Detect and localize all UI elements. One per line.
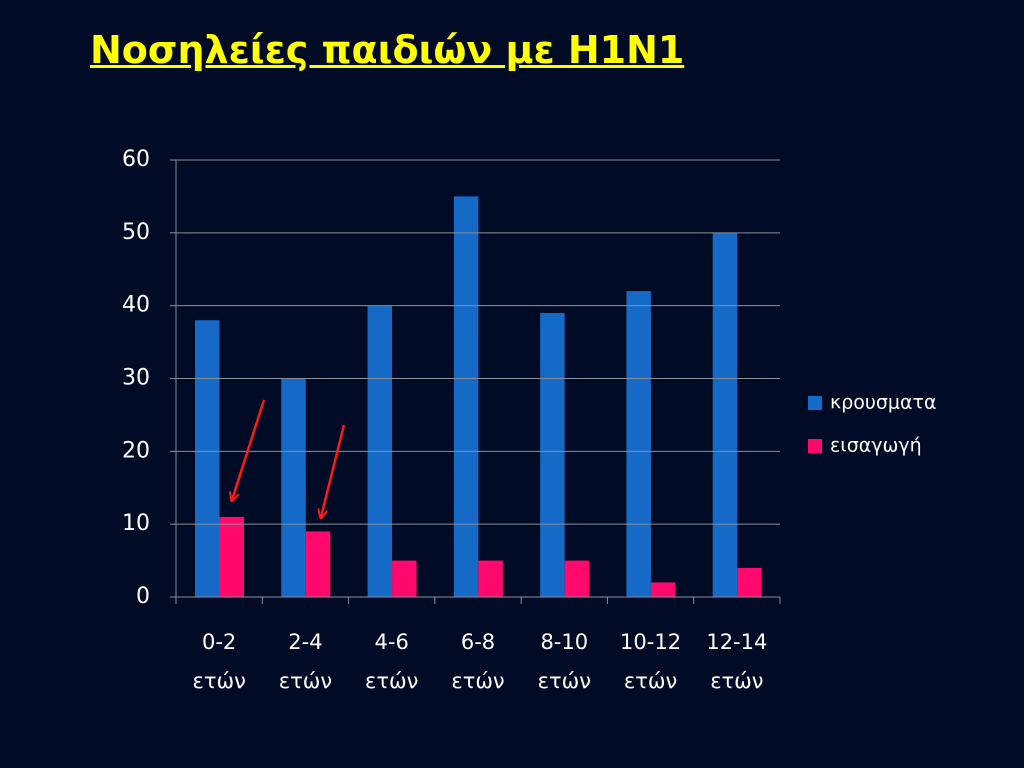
- bar: [564, 560, 590, 597]
- bar: [737, 567, 762, 597]
- arrow: [232, 399, 266, 500]
- bar: [626, 291, 651, 597]
- bar: [195, 320, 220, 597]
- legend-swatch: [808, 396, 822, 410]
- x-tick-label: 4-6 ετών: [365, 630, 419, 693]
- y-tick-label: 20: [122, 438, 150, 463]
- bar: [478, 560, 503, 597]
- x-tick-label: 0-2 ετών: [192, 630, 246, 693]
- legend-label: εισαγωγή: [830, 435, 922, 457]
- y-tick-label: 40: [122, 293, 150, 318]
- arrow: [321, 424, 346, 517]
- legend-swatch: [808, 439, 822, 453]
- bar: [219, 516, 244, 597]
- x-tick-label: 10-12 ετών: [620, 630, 682, 693]
- bar: [281, 378, 306, 597]
- legend-label: κρουσματα: [830, 392, 937, 414]
- x-tick-label: 8-10 ετών: [537, 630, 591, 693]
- x-tick-label: 6-8 ετών: [451, 630, 505, 693]
- y-tick-label: 50: [122, 220, 150, 245]
- bar: [392, 560, 417, 597]
- y-tick-label: 10: [122, 511, 150, 536]
- x-tick-label: 2-4 ετών: [278, 630, 333, 693]
- x-tick-label: 12-14 ετών: [706, 630, 768, 693]
- bar: [650, 582, 676, 597]
- chart-title: Νοσηλείες παιδιών με H1N1: [90, 28, 685, 72]
- bar: [712, 232, 738, 598]
- y-tick-label: 0: [136, 584, 150, 609]
- bar: [540, 312, 565, 597]
- y-tick-label: 60: [122, 147, 150, 172]
- bar: [305, 531, 331, 597]
- y-tick-label: 30: [122, 366, 150, 391]
- bar: [453, 196, 479, 597]
